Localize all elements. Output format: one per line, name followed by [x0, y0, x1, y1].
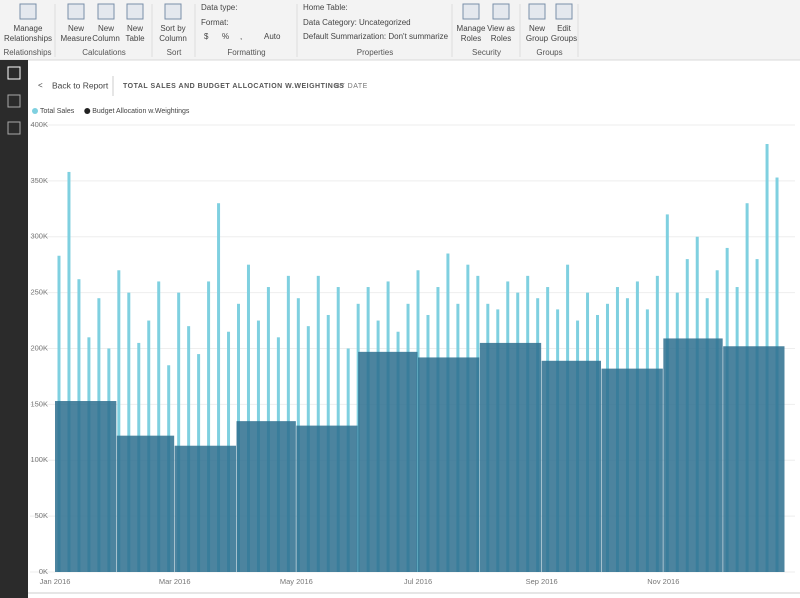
ribbon-field[interactable]: Data type:	[201, 3, 237, 12]
x-tick-label: Sep 2016	[526, 577, 558, 586]
x-tick-label: Jan 2016	[40, 577, 71, 586]
button-label[interactable]: Column	[159, 34, 187, 43]
button-label[interactable]: Roles	[461, 34, 481, 43]
button-label[interactable]: New	[127, 24, 143, 33]
budget-bar	[479, 342, 542, 572]
x-tick-label: Mar 2016	[159, 577, 191, 586]
button-label[interactable]: Measure	[60, 34, 92, 43]
y-tick-label: 0K	[39, 567, 48, 576]
budget-bar	[723, 346, 785, 572]
button-icon[interactable]	[492, 3, 510, 20]
button-icon[interactable]	[19, 3, 37, 20]
sales-bar	[207, 281, 211, 572]
button-label[interactable]: Group	[526, 34, 549, 43]
button-icon[interactable]	[555, 3, 573, 20]
legend-label[interactable]: Total Sales	[40, 108, 75, 115]
y-tick-label: 200K	[30, 343, 48, 352]
button-label[interactable]: Groups	[551, 34, 577, 43]
sales-bar	[316, 275, 320, 572]
report-view-icon[interactable]	[7, 66, 21, 80]
y-tick-label: 150K	[30, 399, 48, 408]
y-tick-label: 300K	[30, 232, 48, 241]
button-icon[interactable]	[164, 3, 182, 20]
ribbon-field[interactable]: Home Table:	[303, 3, 348, 12]
sales-bar	[246, 264, 250, 572]
y-tick-label: 250K	[30, 288, 48, 297]
button-label[interactable]: View as	[487, 24, 515, 33]
ribbon-field[interactable]: Default Summarization: Don't summarize	[303, 32, 449, 41]
budget-bar	[116, 435, 175, 572]
budget-bar	[541, 360, 602, 572]
group-label: Relationships	[3, 48, 51, 57]
button-label[interactable]: New	[529, 24, 545, 33]
budget-bar	[418, 357, 480, 572]
budget-bar	[174, 445, 237, 572]
button-label[interactable]: New	[68, 24, 84, 33]
sales-bar	[157, 281, 161, 572]
button-icon[interactable]	[97, 3, 115, 20]
sales-bar	[177, 292, 181, 572]
back-arrow[interactable]: <	[38, 81, 43, 90]
button-label[interactable]: New	[98, 24, 114, 33]
button-label[interactable]: Table	[125, 34, 145, 43]
sidebar	[0, 60, 28, 598]
button-label[interactable]: Manage	[14, 24, 43, 33]
budget-bar	[358, 351, 418, 572]
button-icon[interactable]	[126, 3, 144, 20]
legend-marker	[84, 108, 91, 114]
x-tick-label: Nov 2016	[647, 577, 679, 586]
legend-marker	[32, 108, 38, 114]
data-view-icon[interactable]	[7, 94, 21, 108]
ribbon-field[interactable]: Format:	[201, 18, 229, 27]
sales-bar	[67, 171, 71, 572]
button-label[interactable]: Sort by	[160, 24, 185, 33]
button-icon[interactable]	[462, 3, 480, 20]
legend-label[interactable]: Budget Allocation w.Weightings	[92, 108, 190, 115]
budget-bar	[236, 421, 296, 572]
x-tick-label: Jul 2016	[404, 577, 432, 586]
group-label: Calculations	[82, 48, 126, 57]
y-tick-label: 350K	[30, 176, 48, 185]
budget-bar	[601, 368, 663, 572]
x-tick-label: May 2016	[280, 577, 313, 586]
ribbon-field[interactable]: Auto	[264, 32, 281, 41]
sales-bar	[127, 292, 131, 572]
budget-bar	[296, 425, 358, 572]
ribbon-field[interactable]: Data Category: Uncategorized	[303, 18, 411, 27]
budget-bar	[55, 401, 117, 572]
budget-bar	[663, 338, 723, 572]
visual-title: TOTAL SALES AND BUDGET ALLOCATION W.WEIG…	[123, 83, 344, 90]
ribbon-field[interactable]: %	[222, 32, 229, 41]
relationship-view-icon[interactable]	[7, 121, 21, 135]
button-icon[interactable]	[528, 3, 546, 20]
group-label: Security	[472, 48, 501, 57]
group-label: Sort	[167, 48, 182, 57]
sales-bar	[217, 203, 221, 572]
button-label[interactable]: Column	[92, 34, 120, 43]
button-label[interactable]: Relationships	[4, 34, 52, 43]
button-label[interactable]: Roles	[491, 34, 511, 43]
y-tick-label: 50K	[35, 511, 48, 520]
sales-bar	[117, 270, 121, 572]
y-tick-label: 400K	[30, 120, 48, 129]
button-label[interactable]: Edit	[557, 24, 572, 33]
group-label: Properties	[357, 48, 393, 57]
y-tick-label: 100K	[30, 455, 48, 464]
ribbon-field[interactable]: ,	[240, 32, 242, 41]
ribbon-field[interactable]: $	[204, 32, 209, 41]
visual-subtitle: BY DATE	[335, 83, 368, 90]
button-icon[interactable]	[67, 3, 85, 20]
group-label: Groups	[536, 48, 562, 57]
button-label[interactable]: Manage	[457, 24, 486, 33]
group-label: Formatting	[227, 48, 265, 57]
back-button[interactable]: Back to Report	[52, 80, 109, 90]
